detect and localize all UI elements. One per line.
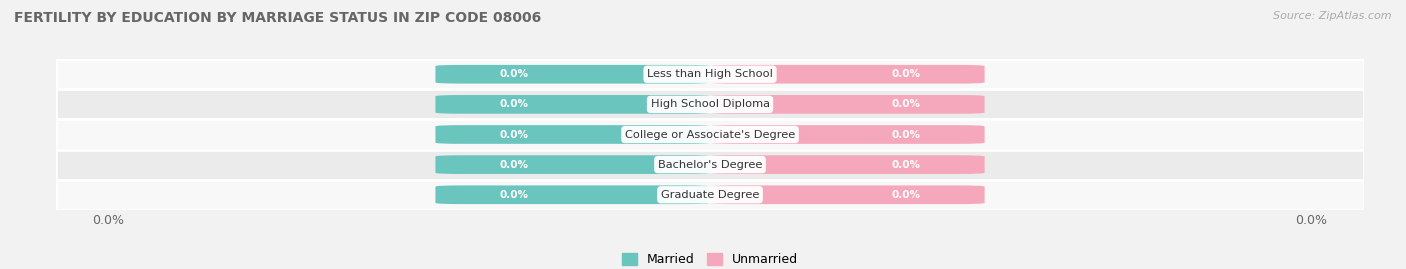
FancyBboxPatch shape [710, 65, 984, 84]
FancyBboxPatch shape [710, 185, 984, 204]
Text: 0.0%: 0.0% [891, 129, 921, 140]
Text: 0.0%: 0.0% [891, 190, 921, 200]
Text: 0.0%: 0.0% [891, 160, 921, 170]
Text: Source: ZipAtlas.com: Source: ZipAtlas.com [1274, 11, 1392, 21]
FancyBboxPatch shape [436, 125, 710, 144]
Bar [56, 89, 1364, 119]
Text: 0.0%: 0.0% [891, 69, 921, 79]
Text: Bachelor's Degree: Bachelor's Degree [658, 160, 762, 170]
FancyBboxPatch shape [710, 95, 984, 114]
Text: 0.0%: 0.0% [891, 99, 921, 109]
Text: College or Associate's Degree: College or Associate's Degree [624, 129, 796, 140]
Text: 0.0%: 0.0% [499, 160, 529, 170]
Bar [56, 59, 1364, 89]
Text: FERTILITY BY EDUCATION BY MARRIAGE STATUS IN ZIP CODE 08006: FERTILITY BY EDUCATION BY MARRIAGE STATU… [14, 11, 541, 25]
FancyBboxPatch shape [710, 155, 984, 174]
Text: 0.0%: 0.0% [499, 190, 529, 200]
Text: 0.0%: 0.0% [499, 129, 529, 140]
Bar [56, 150, 1364, 180]
FancyBboxPatch shape [436, 185, 710, 204]
Text: 0.0%: 0.0% [499, 99, 529, 109]
Bar [56, 180, 1364, 210]
FancyBboxPatch shape [436, 95, 710, 114]
Bar [56, 119, 1364, 150]
Text: Graduate Degree: Graduate Degree [661, 190, 759, 200]
FancyBboxPatch shape [710, 125, 984, 144]
FancyBboxPatch shape [436, 155, 710, 174]
Legend: Married, Unmarried: Married, Unmarried [617, 248, 803, 269]
Text: High School Diploma: High School Diploma [651, 99, 769, 109]
Text: 0.0%: 0.0% [499, 69, 529, 79]
Text: Less than High School: Less than High School [647, 69, 773, 79]
FancyBboxPatch shape [436, 65, 710, 84]
